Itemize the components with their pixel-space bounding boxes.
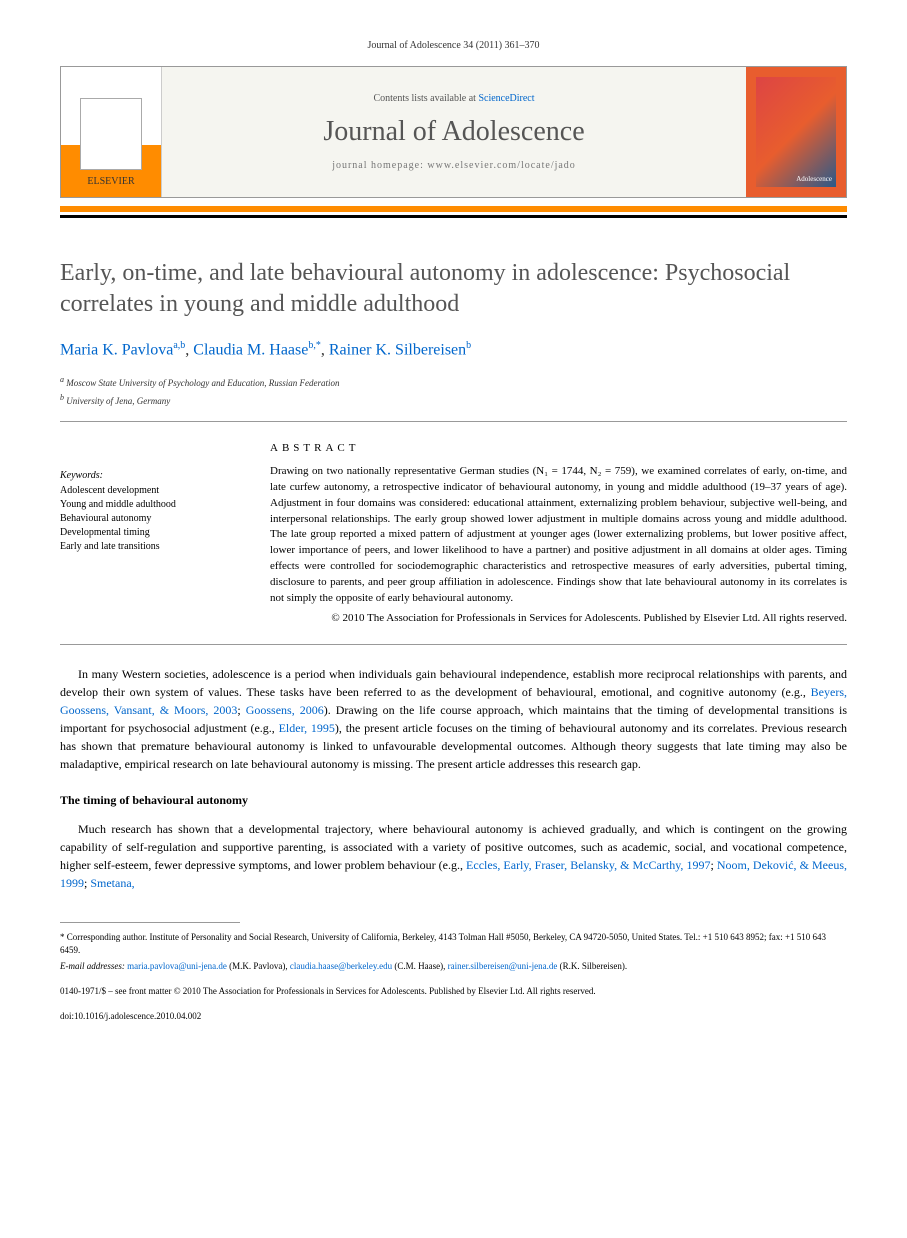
abstract-column: ABSTRACT Drawing on two nationally repre… [270, 442, 847, 624]
intro-paragraph: In many Western societies, adolescence i… [60, 665, 847, 773]
contents-line: Contents lists available at ScienceDirec… [373, 93, 534, 104]
abstract-label: ABSTRACT [270, 442, 847, 454]
keywords-column: Keywords: Adolescent development Young a… [60, 442, 240, 624]
corresponding-author-note: * Corresponding author. Institute of Per… [60, 931, 847, 956]
journal-name: Journal of Adolescence [323, 116, 584, 148]
section-paragraph: Much research has shown that a developme… [60, 820, 847, 892]
orange-divider [60, 206, 847, 212]
email-addresses: E-mail addresses: maria.pavlova@uni-jena… [60, 960, 847, 973]
affiliation-a: a Moscow State University of Psychology … [60, 375, 847, 388]
keyword-item: Behavioural autonomy [60, 512, 240, 526]
author-sup-1: a,b [173, 340, 185, 351]
author-link-1[interactable]: Maria K. Pavlova [60, 342, 173, 359]
author-link-3[interactable]: Rainer K. Silbereisen [329, 342, 466, 359]
header-citation: Journal of Adolescence 34 (2011) 361–370 [60, 40, 847, 51]
journal-banner: ELSEVIER Contents lists available at Sci… [60, 66, 847, 198]
article-title: Early, on-time, and late behavioural aut… [60, 258, 847, 320]
cover-label: Adolescence [796, 175, 832, 183]
footer-issn: 0140-1971/$ – see front matter © 2010 Th… [60, 985, 847, 998]
citation-link[interactable]: Smetana, [90, 876, 134, 890]
footnote-divider [60, 922, 240, 923]
journal-homepage: journal homepage: www.elsevier.com/locat… [332, 160, 576, 171]
footer-doi: doi:10.1016/j.adolescence.2010.04.002 [60, 1010, 847, 1023]
abstract-copyright: © 2010 The Association for Professionals… [270, 612, 847, 624]
authors-line: Maria K. Pavlovaa,b, Claudia M. Haaseb,*… [60, 340, 847, 359]
author-link-2[interactable]: Claudia M. Haase [193, 342, 308, 359]
section-divider [60, 421, 847, 422]
keyword-item: Adolescent development [60, 484, 240, 498]
author-sup-3: b [466, 340, 471, 351]
elsevier-tree-icon [80, 98, 142, 170]
page-container: Journal of Adolescence 34 (2011) 361–370… [0, 0, 907, 1062]
section-heading: The timing of behavioural autonomy [60, 793, 847, 808]
cover-thumbnail: Adolescence [756, 77, 836, 187]
keywords-label: Keywords: [60, 470, 240, 481]
citation-link[interactable]: Goossens, 2006 [246, 703, 324, 717]
contents-prefix: Contents lists available at [373, 93, 478, 104]
banner-center: Contents lists available at ScienceDirec… [162, 67, 746, 197]
keyword-item: Early and late transitions [60, 540, 240, 554]
email-link[interactable]: maria.pavlova@uni-jena.de [127, 961, 227, 971]
abstract-text: Drawing on two nationally representative… [270, 464, 847, 607]
cover-thumbnail-area: Adolescence [746, 67, 846, 197]
keyword-item: Young and middle adulthood [60, 498, 240, 512]
publisher-logo-area: ELSEVIER [61, 67, 162, 197]
sciencedirect-link[interactable]: ScienceDirect [478, 93, 534, 104]
author-sup-2: b,* [308, 340, 321, 351]
black-divider [60, 215, 847, 218]
keyword-item: Developmental timing [60, 526, 240, 540]
homepage-label: journal homepage: [332, 160, 427, 171]
affiliation-b: b University of Jena, Germany [60, 393, 847, 406]
section-divider [60, 644, 847, 645]
homepage-url[interactable]: www.elsevier.com/locate/jado [427, 160, 575, 171]
citation-link[interactable]: Eccles, Early, Fraser, Belansky, & McCar… [466, 858, 710, 872]
citation-link[interactable]: Elder, 1995 [279, 721, 335, 735]
abstract-section: Keywords: Adolescent development Young a… [60, 442, 847, 624]
email-link[interactable]: claudia.haase@berkeley.edu [290, 961, 392, 971]
publisher-name: ELSEVIER [83, 174, 138, 189]
email-link[interactable]: rainer.silbereisen@uni-jena.de [448, 961, 558, 971]
